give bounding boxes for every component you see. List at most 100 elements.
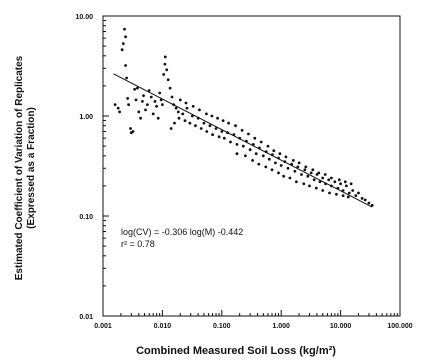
data-point xyxy=(259,140,263,144)
data-point xyxy=(198,108,201,112)
data-point xyxy=(279,164,283,167)
data-point xyxy=(216,116,220,120)
data-point xyxy=(178,98,182,102)
regression-line xyxy=(113,73,373,208)
data-point xyxy=(147,89,151,92)
x-tick-label: 10.000 xyxy=(330,323,352,330)
data-point xyxy=(210,114,214,118)
data-point xyxy=(284,155,288,159)
data-point xyxy=(253,136,257,140)
data-point xyxy=(261,154,265,158)
data-point xyxy=(360,197,364,200)
fit-r-squared: r² = 0.78 xyxy=(121,239,155,249)
data-point xyxy=(124,64,127,67)
data-point xyxy=(267,157,271,161)
data-point xyxy=(211,133,215,137)
data-point xyxy=(220,130,224,133)
x-tick-label: 0.010 xyxy=(154,323,172,330)
data-point xyxy=(335,192,338,196)
data-point xyxy=(278,152,282,156)
data-point xyxy=(244,154,247,158)
data-point xyxy=(323,173,327,176)
data-point xyxy=(241,144,245,148)
data-point xyxy=(312,178,316,182)
data-point xyxy=(266,144,270,148)
data-point xyxy=(254,152,258,156)
y-axis-title-line1: Estimated Coefficient of Variation of Re… xyxy=(14,55,25,280)
data-point xyxy=(345,184,348,188)
data-point xyxy=(156,116,160,120)
data-point xyxy=(155,104,159,108)
y-axis-title-group: Estimated Coefficient of Variation of Re… xyxy=(14,55,37,280)
x-axis-title: Combined Measured Soil Loss (kg/m²) xyxy=(136,345,336,357)
data-point xyxy=(277,171,280,175)
data-point xyxy=(168,86,172,90)
data-point xyxy=(370,203,374,207)
data-point xyxy=(328,191,331,195)
data-point xyxy=(222,136,226,140)
data-point xyxy=(120,48,124,52)
data-point xyxy=(127,103,130,106)
data-point xyxy=(291,159,295,162)
data-point xyxy=(174,106,178,110)
data-point xyxy=(169,127,173,130)
data-point xyxy=(286,166,290,170)
data-point xyxy=(173,121,176,125)
data-point xyxy=(123,27,126,31)
x-axis-ticks: 0.001 0.010 0.100 1.000 10.000 100.000 xyxy=(94,310,413,330)
data-point xyxy=(234,124,237,128)
data-point xyxy=(229,140,232,144)
y-tick-label: 0.10 xyxy=(79,214,93,221)
data-point xyxy=(309,171,313,175)
data-point xyxy=(308,184,311,188)
data-point xyxy=(202,121,206,125)
data-point xyxy=(121,42,125,45)
data-point xyxy=(165,68,169,72)
data-point xyxy=(302,182,306,186)
data-point xyxy=(134,98,138,102)
data-point xyxy=(161,103,164,106)
data-point xyxy=(235,143,239,146)
data-point xyxy=(113,103,117,106)
data-point xyxy=(235,152,239,156)
data-point xyxy=(306,174,310,178)
data-point xyxy=(151,112,155,116)
data-point xyxy=(185,106,189,110)
data-point xyxy=(129,127,132,130)
data-point xyxy=(208,124,212,128)
data-point xyxy=(293,169,297,173)
data-point xyxy=(347,191,351,195)
data-point xyxy=(170,95,174,99)
data-point xyxy=(363,198,367,202)
data-point xyxy=(272,149,276,153)
data-point xyxy=(251,159,255,162)
data-point xyxy=(158,91,162,95)
plot-area: 0.001 0.010 0.100 1.000 10.000 100.000 0.01 0.… xyxy=(75,14,412,330)
data-point xyxy=(183,119,187,122)
data-point xyxy=(270,168,274,172)
data-point xyxy=(227,121,231,125)
data-point xyxy=(297,161,301,165)
data-point xyxy=(205,130,209,133)
data-point xyxy=(118,110,121,114)
data-point xyxy=(330,176,333,180)
data-point xyxy=(205,112,208,116)
data-point xyxy=(314,186,318,190)
data-point xyxy=(141,100,144,103)
plot-frame xyxy=(102,15,401,317)
y-axis-ticks: 0.01 0.10 1.00 10.00 xyxy=(75,14,109,321)
data-point xyxy=(327,178,331,182)
data-point xyxy=(177,116,181,120)
y-tick-label: 0.01 xyxy=(79,314,93,321)
data-point xyxy=(349,182,353,186)
data-point xyxy=(333,180,337,184)
data-point xyxy=(199,127,203,130)
data-point xyxy=(221,119,225,122)
data-point xyxy=(357,191,360,195)
data-point xyxy=(341,194,345,198)
data-point xyxy=(351,189,355,192)
data-point xyxy=(315,173,319,176)
data-point xyxy=(181,112,185,116)
data-point xyxy=(176,110,180,114)
